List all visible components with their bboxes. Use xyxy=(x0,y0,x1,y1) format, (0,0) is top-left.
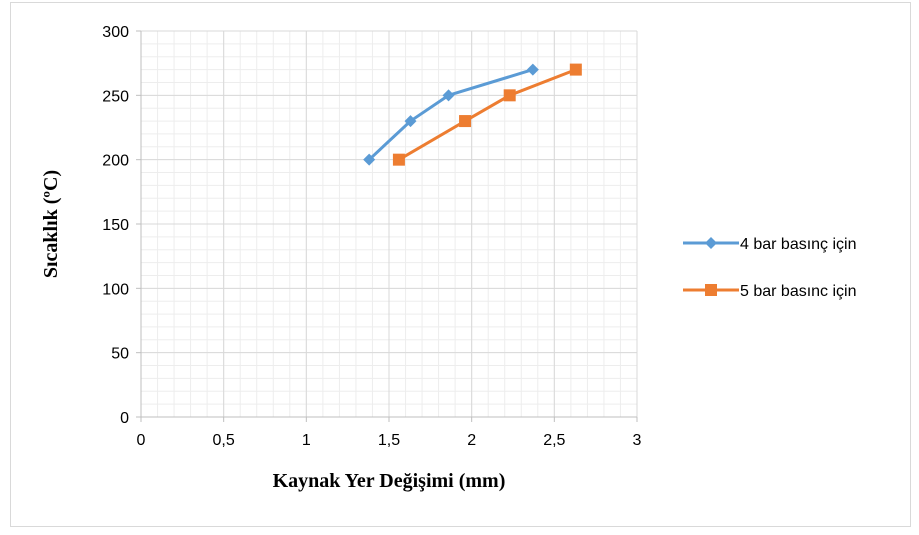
x-tick-label: 1 xyxy=(302,432,311,449)
x-tick-label: 0 xyxy=(137,432,146,449)
series-1 xyxy=(363,63,539,166)
x-tick-label: 1,5 xyxy=(378,432,400,449)
series-2 xyxy=(392,63,582,166)
y-tick-label: 150 xyxy=(102,217,129,234)
data-point-marker xyxy=(363,153,376,166)
legend-label: 5 bar basınc için xyxy=(740,283,857,300)
legend: 4 bar basınç için 5 bar basınc için xyxy=(683,236,857,300)
series-line xyxy=(368,68,534,161)
y-tick-label: 300 xyxy=(102,24,129,41)
y-axis-title: Sıcaklık (ºC) xyxy=(40,170,62,278)
legend-marker-swatch xyxy=(705,284,717,296)
legend-marker-swatch xyxy=(705,237,717,249)
x-tick-labels: 0 0,5 1 1,5 2 2,5 3 xyxy=(137,432,642,449)
data-point-marker xyxy=(459,115,472,128)
data-point-marker xyxy=(503,89,516,102)
y-tick-label: 200 xyxy=(102,153,129,170)
series-layer xyxy=(363,63,582,166)
y-tick-label: 50 xyxy=(111,346,129,363)
y-tick-label: 250 xyxy=(102,88,129,105)
axes xyxy=(136,30,638,422)
chart-frame: 0 0,5 1 1,5 2 2,5 3 0 50 100 150 200 250 300 Kaynak … xyxy=(10,2,911,527)
series-line xyxy=(398,68,577,161)
x-tick-label: 2 xyxy=(467,432,476,449)
data-point-marker xyxy=(404,115,417,128)
y-tick-labels: 0 50 100 150 200 250 300 xyxy=(102,24,129,427)
legend-entry-1: 4 bar basınç için xyxy=(683,236,857,253)
x-tick-label: 0,5 xyxy=(213,432,235,449)
data-point-marker xyxy=(569,63,582,76)
x-tick-label: 2,5 xyxy=(543,432,565,449)
data-point-marker xyxy=(392,153,405,166)
x-axis-title: Kaynak Yer Değişimi (mm) xyxy=(273,470,506,492)
legend-entry-2: 5 bar basınc için xyxy=(683,283,857,300)
data-point-marker xyxy=(442,89,455,102)
legend-label: 4 bar basınç için xyxy=(740,236,857,253)
data-point-marker xyxy=(526,63,539,76)
chart-svg: 0 0,5 1 1,5 2 2,5 3 0 50 100 150 200 250 300 Kaynak … xyxy=(40,24,857,492)
y-tick-label: 0 xyxy=(120,410,129,427)
major-grid xyxy=(140,30,638,418)
y-tick-label: 100 xyxy=(102,281,129,298)
x-tick-label: 3 xyxy=(633,432,642,449)
